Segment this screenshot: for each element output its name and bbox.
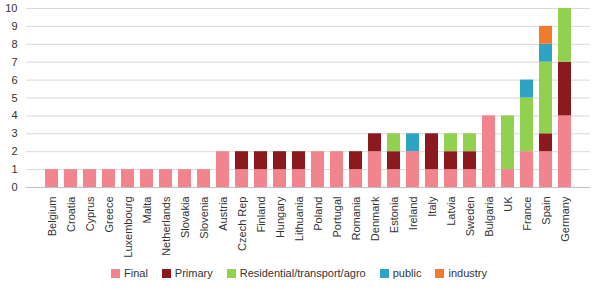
svg-text:Netherlands: Netherlands [160, 196, 172, 256]
svg-text:4: 4 [11, 109, 17, 121]
svg-text:Ireland: Ireland [407, 197, 419, 231]
html-text:industry: industry [448, 267, 487, 279]
svg-text:Greece: Greece [103, 197, 115, 233]
svg-text:1: 1 [11, 163, 17, 175]
svg-text:Germany: Germany [559, 196, 571, 242]
html-text:Residential/transport/agro: Residential/transport/agro [239, 267, 366, 279]
svg-text:France: France [521, 197, 533, 231]
svg-text:Finland: Finland [255, 197, 267, 233]
svg-text:Bulgaria: Bulgaria [483, 196, 495, 237]
svg-text:Sweden: Sweden [464, 197, 476, 237]
svg-text:6: 6 [11, 74, 17, 86]
svg-text:7: 7 [11, 56, 17, 68]
svg-text:Denmark: Denmark [369, 196, 381, 241]
svg-text:Austria: Austria [217, 196, 229, 231]
svg-text:Portugal: Portugal [331, 197, 343, 238]
svg-text:Estonia: Estonia [388, 196, 400, 234]
svg-text:Slovenia: Slovenia [198, 196, 210, 239]
svg-text:2: 2 [11, 145, 17, 157]
svg-text:5: 5 [11, 92, 17, 104]
html-text:Primary: Primary [174, 267, 213, 279]
svg-text:Slovakia: Slovakia [179, 196, 191, 238]
svg-text:9: 9 [11, 20, 17, 32]
svg-text:10: 10 [5, 2, 17, 14]
svg-text:Lithuania: Lithuania [293, 196, 305, 242]
svg-text:UK: UK [502, 196, 514, 212]
svg-text:Belgium: Belgium [46, 197, 58, 237]
svg-text:Italy: Italy [426, 196, 438, 217]
html-text:public: public [392, 267, 422, 279]
svg-text:3: 3 [11, 127, 17, 139]
svg-text:Cyprus: Cyprus [84, 196, 96, 231]
svg-text:Hungary: Hungary [274, 196, 286, 238]
svg-text:Latvia: Latvia [445, 196, 457, 226]
svg-text:Romania: Romania [350, 196, 362, 241]
svg-text:Spain: Spain [540, 197, 552, 225]
svg-text:Croatia: Croatia [65, 196, 77, 232]
svg-text:Czech Rep: Czech Rep [236, 197, 248, 251]
svg-text:8: 8 [11, 38, 17, 50]
svg-text:Poland: Poland [312, 197, 324, 231]
svg-text:0: 0 [11, 181, 17, 193]
html-text:Final: Final [124, 267, 148, 279]
svg-text:Malta: Malta [141, 196, 153, 224]
svg-text:Luxembourg: Luxembourg [122, 197, 134, 258]
